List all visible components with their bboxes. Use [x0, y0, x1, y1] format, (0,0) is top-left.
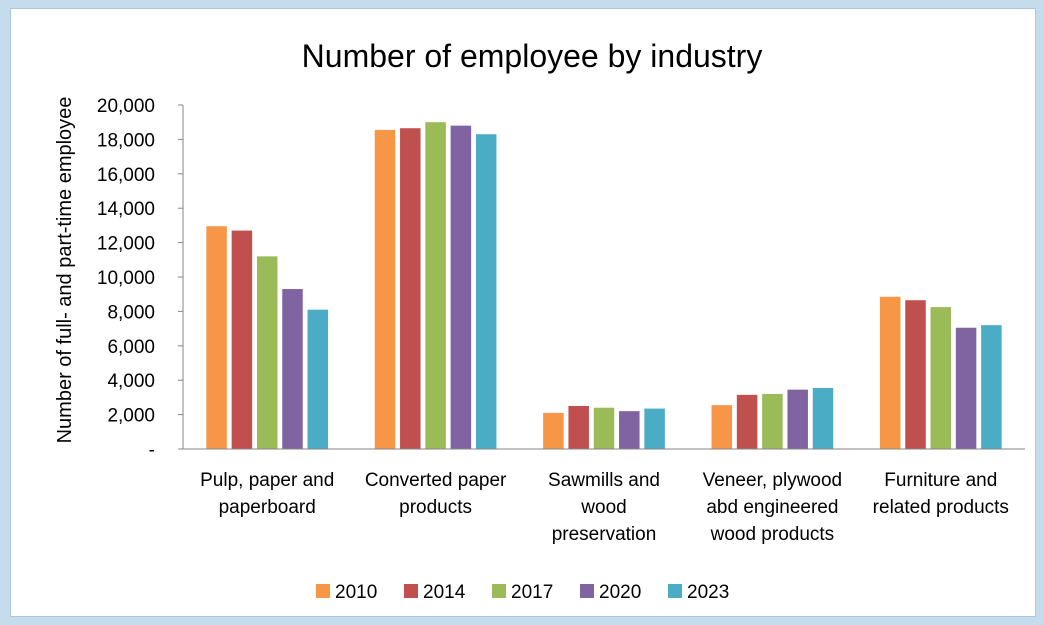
bar-2023	[307, 309, 329, 449]
legend-swatch	[668, 584, 682, 598]
category-label: wood	[580, 497, 626, 518]
y-tick-label: 16,000	[97, 165, 155, 186]
category-label: wood products	[710, 524, 835, 545]
bar-2023	[981, 325, 1002, 449]
category-label: Converted paper	[365, 470, 507, 491]
bar-2017	[425, 122, 446, 449]
legend-label: 2014	[423, 582, 466, 603]
legend: 2010 2014 2017 2020 2023	[316, 582, 729, 603]
category-label: Pulp, paper and	[200, 470, 334, 491]
category-label: Furniture and	[884, 470, 997, 491]
bar-2017	[593, 407, 615, 449]
category-label: Sawmills and	[548, 470, 660, 491]
category-label: related products	[873, 497, 1009, 518]
bar-2017	[762, 393, 783, 449]
category-label: abd engineered	[706, 497, 838, 518]
chart-title: Number of employee by industry	[302, 38, 763, 74]
bar-2023	[812, 387, 834, 449]
bar-2010	[711, 405, 733, 449]
bar-2014	[400, 128, 421, 449]
bar-2020	[450, 125, 472, 449]
bar-2014	[736, 394, 758, 449]
category-label: Veneer, plywood	[703, 470, 842, 491]
category-label: preservation	[552, 524, 657, 545]
legend-label: 2023	[687, 582, 729, 603]
bar-2010	[374, 129, 396, 449]
legend-swatch	[580, 584, 594, 598]
y-tick-label: -	[149, 440, 155, 461]
bar-2017	[256, 256, 278, 449]
bar-2020	[282, 289, 303, 449]
bar-2014	[568, 406, 589, 449]
bar-2020	[787, 389, 808, 449]
y-tick-label: 8,000	[107, 302, 155, 323]
bar-2023	[475, 134, 497, 450]
bar-2014	[905, 300, 926, 449]
y-tick-label: 14,000	[97, 199, 155, 220]
y-tick-label: 12,000	[97, 234, 155, 255]
y-axis-ticks: - 2,000 4,000 6,000 8,000 10,000 12,000 14,000 1…	[97, 96, 183, 461]
legend-swatch	[492, 584, 506, 598]
bars	[206, 122, 1002, 450]
y-tick-label: 6,000	[107, 337, 155, 358]
bar-2020	[955, 327, 977, 449]
category-label: paperboard	[219, 497, 316, 518]
bar-2010	[543, 412, 564, 449]
y-tick-label: 4,000	[107, 371, 155, 392]
bar-2010	[206, 226, 227, 449]
legend-label: 2017	[511, 582, 553, 603]
legend-swatch	[404, 584, 418, 598]
chart-frame	[10, 8, 1036, 617]
bar-2017	[930, 307, 952, 449]
legend-label: 2020	[599, 582, 641, 603]
bar-2020	[619, 411, 640, 449]
legend-label: 2010	[335, 582, 377, 603]
category-labels: Pulp, paper and paperboard Converted paper…	[200, 470, 1009, 545]
category-label: products	[399, 497, 472, 518]
y-tick-label: 18,000	[97, 130, 155, 151]
legend-swatch	[316, 584, 330, 598]
bar-2023	[644, 408, 665, 449]
y-tick-label: 2,000	[107, 406, 155, 427]
bar-2010	[879, 296, 901, 449]
y-axis-label: Number of full- and part-time employee	[54, 97, 76, 444]
bar-2014	[231, 230, 253, 449]
y-tick-label: 10,000	[97, 268, 155, 289]
y-tick-label: 20,000	[97, 96, 155, 117]
